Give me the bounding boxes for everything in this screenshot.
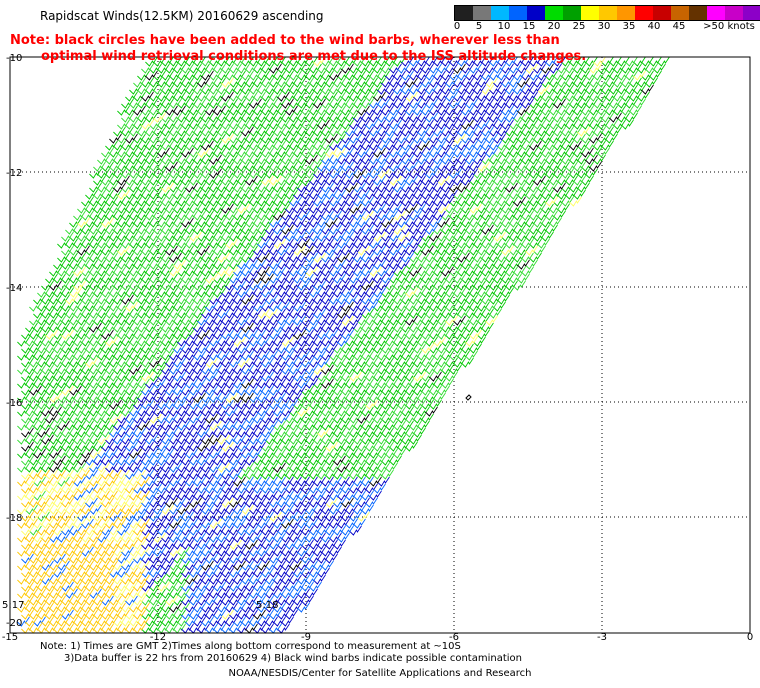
legend-swatch xyxy=(743,6,760,20)
wind-barbs xyxy=(17,56,646,627)
legend-label: 40 xyxy=(647,21,661,32)
legend-label: 20 xyxy=(547,21,561,32)
legend-swatch xyxy=(689,6,707,20)
wind-barbs xyxy=(17,469,150,634)
y-axis-label: -20 xyxy=(6,618,22,629)
legend-swatch xyxy=(635,6,653,20)
legend-label: 5 xyxy=(475,21,483,32)
x-axis-label: -12 xyxy=(150,632,166,643)
legend-swatch xyxy=(599,6,617,20)
x-axis-label: -3 xyxy=(597,632,607,643)
legend-swatch xyxy=(671,6,689,20)
legend-label: 30 xyxy=(597,21,611,32)
y-axis-label: -14 xyxy=(6,283,22,294)
wind-speed-color-legend xyxy=(454,5,760,21)
legend-label: 35 xyxy=(622,21,636,32)
legend-swatch xyxy=(563,6,581,20)
legend-label: 25 xyxy=(572,21,586,32)
legend-swatch xyxy=(509,6,527,20)
footnote-line-1: Note: 1) Times are GMT 2)Times along bot… xyxy=(40,641,461,652)
wind-speed-legend-labels: 0 5 10 15 20 25 30 35 40 45 >50 knots xyxy=(454,21,760,35)
wind-barb-field xyxy=(17,56,670,634)
y-axis-label: -18 xyxy=(6,513,22,524)
wind-barb-contaminated xyxy=(465,394,472,401)
note-line-1: Note: black circles have been added to t… xyxy=(10,33,560,48)
time-label-517: 5:17 xyxy=(2,600,24,611)
contamination-note: Note: black circles have been added to t… xyxy=(10,33,586,65)
credit-line: NOAA/NESDIS/Center for Satellite Applica… xyxy=(228,668,532,679)
legend-swatch xyxy=(725,6,743,20)
wind-barbs xyxy=(17,56,658,634)
legend-swatch xyxy=(707,6,725,20)
legend-label: >50 knots xyxy=(703,21,755,32)
legend-swatch xyxy=(581,6,599,20)
legend-label: 0 xyxy=(453,21,461,32)
footnote: Note: 1) Times are GMT 2)Times along bot… xyxy=(40,641,522,665)
legend-swatch xyxy=(455,6,473,20)
axis-ticks: -15 -12 -9 -6 -3 0 -10 -12 -14 -16 -18 -20 xyxy=(2,53,753,643)
wind-barbs xyxy=(17,56,670,634)
x-axis-label: -9 xyxy=(301,632,311,643)
y-axis-label: -12 xyxy=(6,168,22,179)
legend-swatch xyxy=(491,6,509,20)
map-title: Rapidscat Winds(12.5KM) 20160629 ascendi… xyxy=(40,9,324,23)
note-line-2: optimal wind retrieval conditions are me… xyxy=(41,49,587,64)
legend-label: 45 xyxy=(672,21,686,32)
x-axis-label: -15 xyxy=(2,632,18,643)
wind-barbs xyxy=(17,56,558,634)
legend-swatch xyxy=(653,6,671,20)
y-axis-label: -10 xyxy=(6,53,22,64)
time-label-518: 5:18 xyxy=(256,600,278,611)
x-axis-label: 0 xyxy=(747,632,753,643)
map-frame xyxy=(9,56,751,634)
y-axis-label: -16 xyxy=(6,398,22,409)
wind-barbs xyxy=(21,63,654,634)
legend-label: 15 xyxy=(522,21,536,32)
legend-label: 10 xyxy=(497,21,511,32)
legend-swatch xyxy=(545,6,563,20)
legend-swatch xyxy=(527,6,545,20)
legend-swatch xyxy=(473,6,491,20)
wind-barbs xyxy=(93,56,566,634)
footnote-line-2: 3)Data buffer is 22 hrs from 20160629 4)… xyxy=(64,653,522,664)
x-axis-label: -6 xyxy=(449,632,459,643)
legend-swatch xyxy=(617,6,635,20)
